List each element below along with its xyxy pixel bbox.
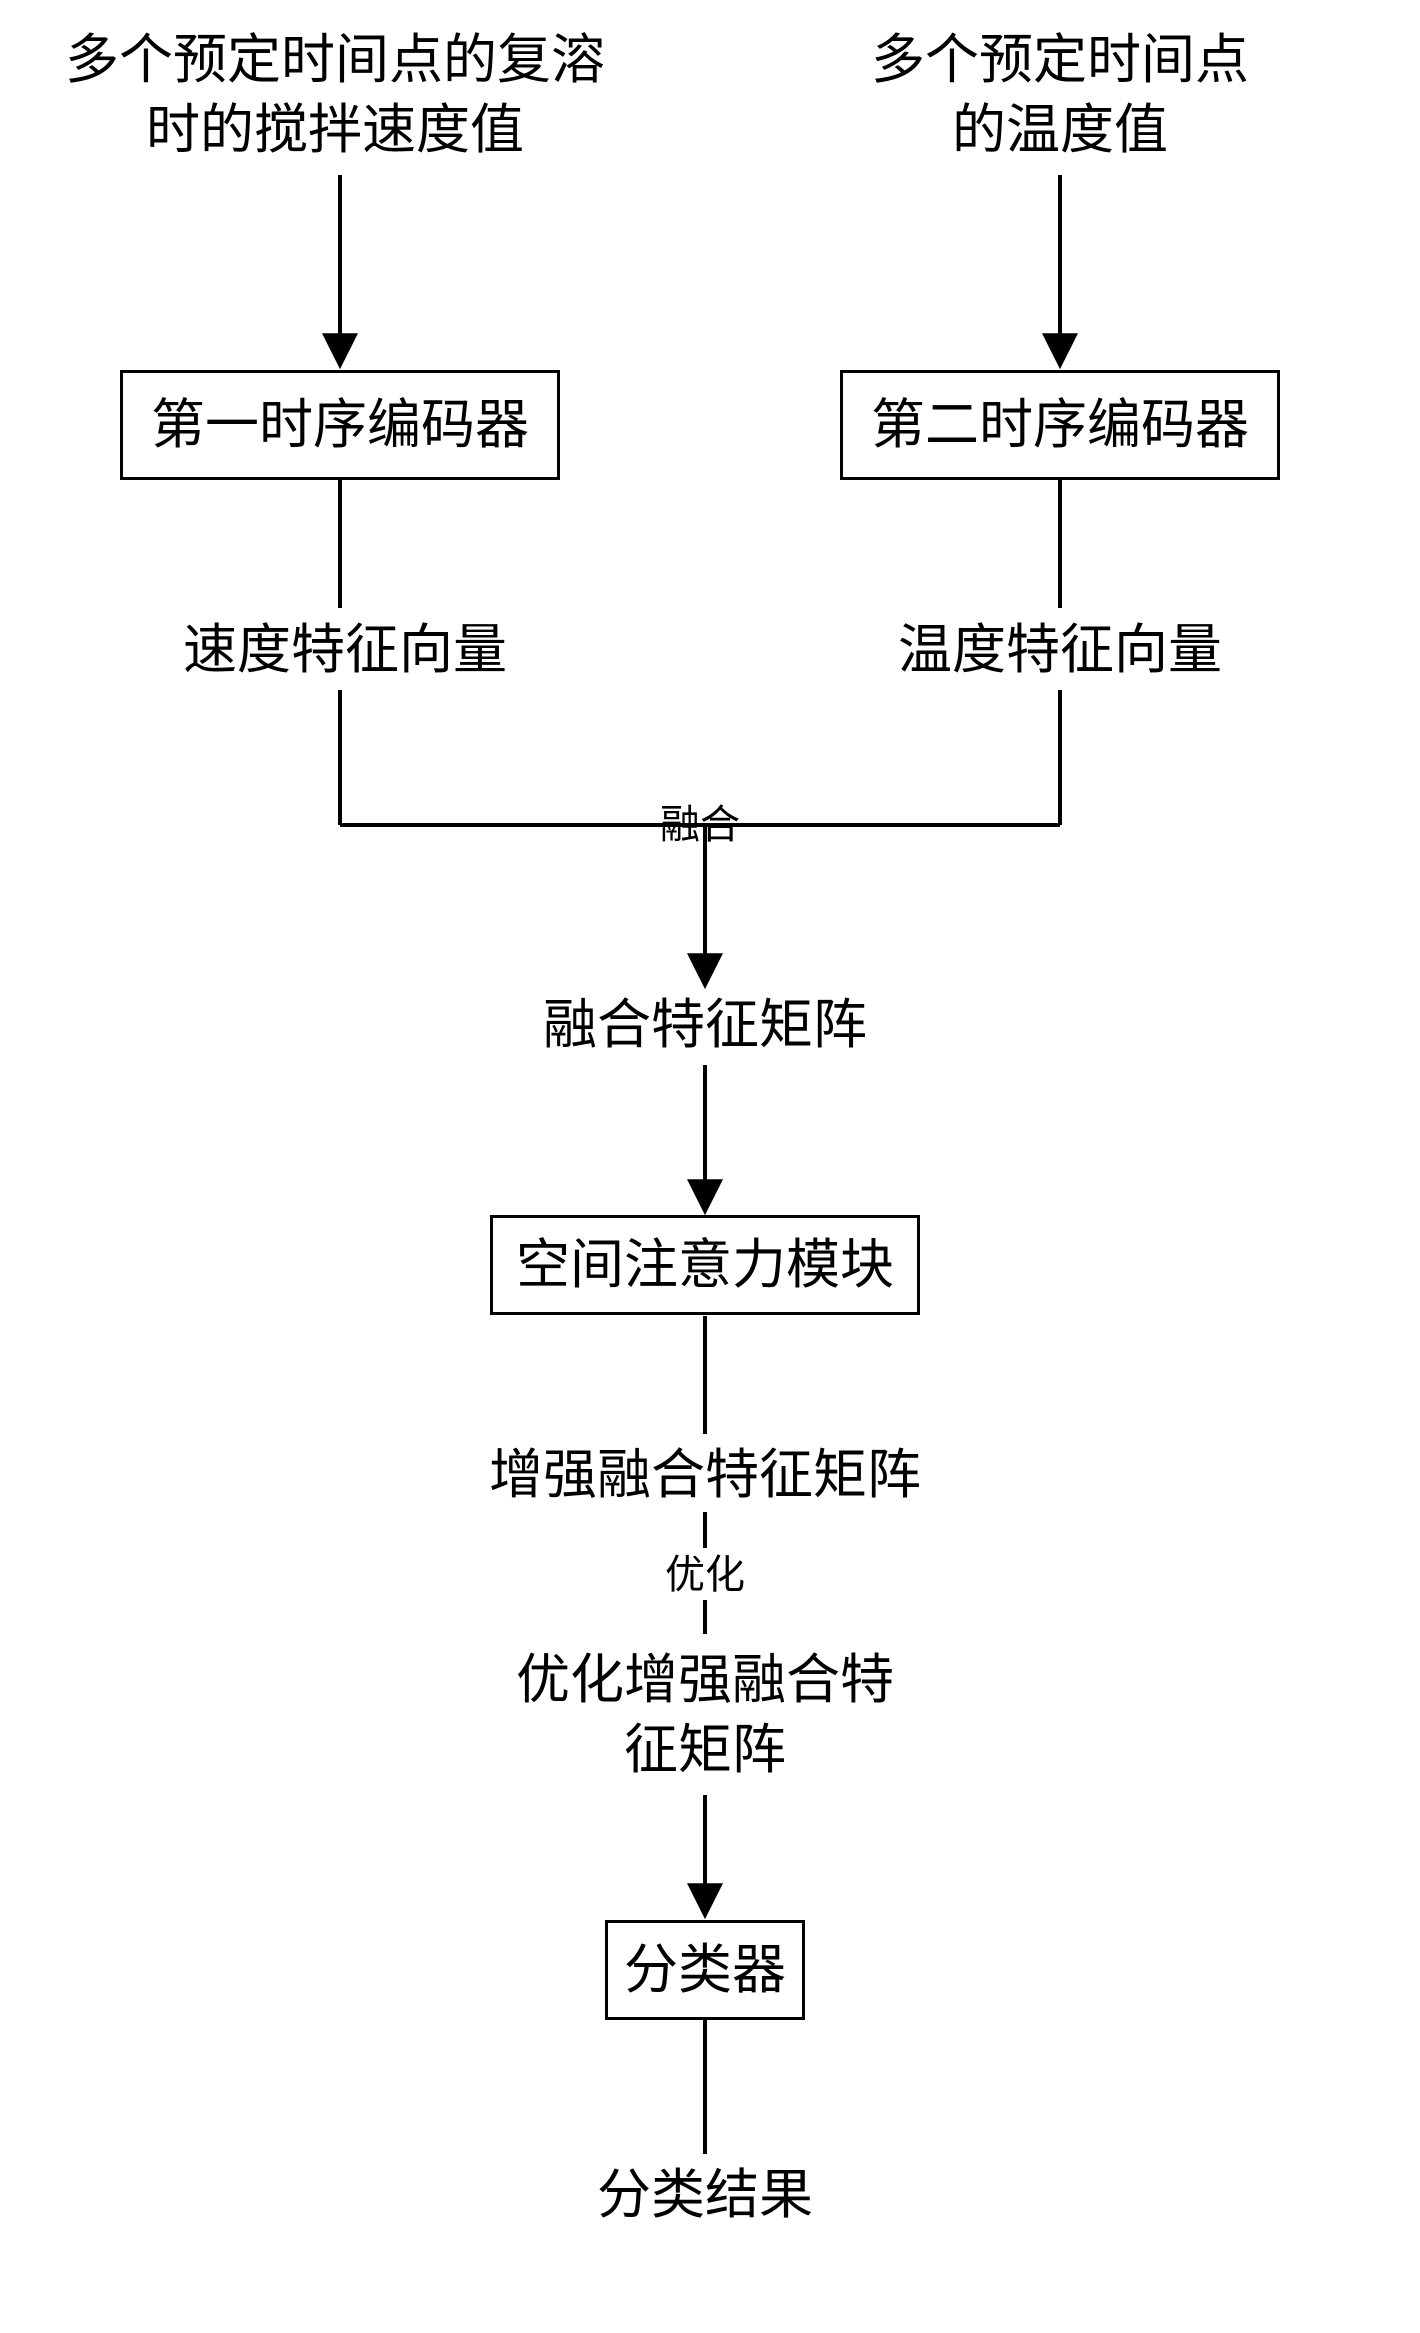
encoder-2-box: 第二时序编码器 [840, 370, 1280, 480]
speed-vector-label: 速度特征向量 [165, 615, 525, 685]
classifier-label: 分类器 [624, 1935, 786, 2005]
spatial-attention-box: 空间注意力模块 [490, 1215, 920, 1315]
optimized-matrix-label: 优化增强融合特征矩阵 [490, 1640, 920, 1790]
enhanced-matrix-label: 增强融合特征矩阵 [460, 1440, 950, 1510]
temp-vector-label: 温度特征向量 [880, 615, 1240, 685]
fused-matrix-label: 融合特征矩阵 [520, 990, 890, 1060]
optimize-edge-label: 优化 [645, 1550, 765, 1600]
encoder-1-label: 第一时序编码器 [151, 390, 529, 460]
spatial-attention-label: 空间注意力模块 [516, 1230, 894, 1300]
encoder-1-box: 第一时序编码器 [120, 370, 560, 480]
input-left-label: 多个预定时间点的复溶时的搅拌速度值 [40, 20, 630, 170]
result-label: 分类结果 [580, 2160, 830, 2230]
classifier-box: 分类器 [605, 1920, 805, 2020]
fuse-edge-label: 融合 [640, 800, 760, 850]
encoder-2-label: 第二时序编码器 [871, 390, 1249, 460]
input-right-label: 多个预定时间点的温度值 [800, 20, 1320, 170]
